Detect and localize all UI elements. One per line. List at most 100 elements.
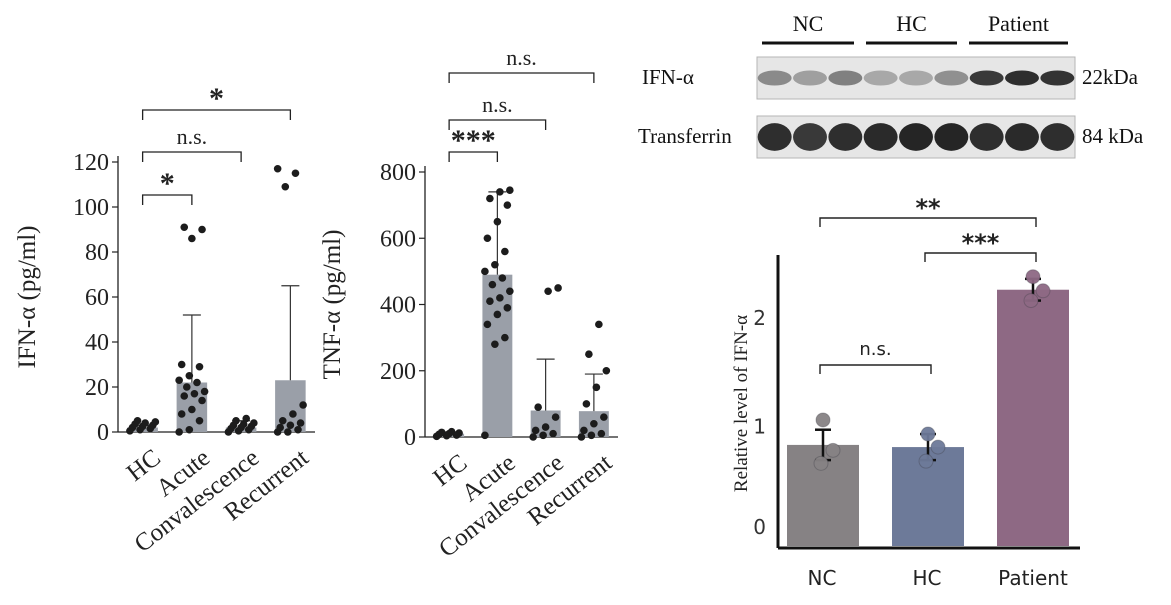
- blot-band: [1040, 70, 1075, 86]
- data-point: [1035, 283, 1051, 299]
- significance-label: *: [209, 82, 224, 115]
- blot-band: [934, 123, 969, 151]
- blot-row-label: Transferrin: [638, 124, 732, 148]
- data-point: [299, 401, 307, 409]
- data-point: [483, 320, 492, 329]
- significance-bracket: [819, 364, 932, 374]
- blot-band: [828, 70, 863, 86]
- significance-bracket: [924, 252, 1037, 262]
- blot-band: [757, 70, 792, 86]
- blot-row-label: IFN-α: [642, 65, 694, 89]
- data-point: [918, 453, 934, 469]
- blot-band: [793, 123, 827, 151]
- data-point: [281, 182, 290, 191]
- x-tick-label: NC: [808, 566, 837, 590]
- y-tick-label: 0: [753, 515, 766, 539]
- y-tick-label: 400: [380, 293, 416, 319]
- data-point: [437, 428, 446, 437]
- data-point: [501, 333, 509, 342]
- data-point: [585, 350, 593, 358]
- significance-label: *: [160, 167, 175, 200]
- data-point: [1023, 293, 1039, 309]
- significance-label: n.s.: [859, 339, 891, 360]
- data-point: [455, 429, 463, 437]
- bar: [997, 289, 1069, 546]
- data-point: [177, 410, 186, 418]
- data-point: [190, 389, 199, 398]
- data-point: [250, 419, 258, 427]
- blot-band: [828, 123, 863, 151]
- data-point: [496, 294, 504, 302]
- y-tick-label: 800: [380, 160, 416, 186]
- blot-size-label: 84 kDa: [1082, 124, 1144, 148]
- data-point: [198, 396, 206, 405]
- data-point: [920, 426, 936, 442]
- blot-size-label: 22kDa: [1082, 65, 1139, 89]
- data-point: [185, 371, 194, 380]
- data-point: [195, 416, 204, 425]
- data-point: [590, 419, 598, 428]
- data-point: [273, 164, 282, 173]
- data-point: [582, 400, 591, 408]
- data-point: [595, 320, 603, 329]
- data-point: [554, 284, 562, 292]
- significance-bracket: [141, 109, 292, 120]
- significance-bracket: [448, 151, 499, 162]
- blot-band: [899, 123, 933, 151]
- significance-bracket: [141, 194, 193, 205]
- data-point: [815, 412, 831, 428]
- data-point: [486, 297, 494, 305]
- data-point: [496, 188, 504, 196]
- data-point: [503, 201, 512, 209]
- data-point: [278, 416, 287, 425]
- y-tick-label: 0: [404, 425, 416, 451]
- data-point: [296, 419, 305, 427]
- data-point: [289, 410, 297, 418]
- y-axis-label: TNF-α (pg/ml): [319, 230, 346, 380]
- data-point: [286, 421, 295, 430]
- y-tick-label: 80: [85, 240, 109, 266]
- data-point: [930, 439, 946, 455]
- y-axis-label: Relative level of IFN-α: [731, 315, 752, 492]
- blot-band: [1005, 70, 1039, 86]
- data-point: [175, 376, 183, 385]
- data-point: [529, 433, 537, 441]
- x-tick-label: Patient: [998, 566, 1068, 590]
- significance-bracket: [819, 217, 1037, 227]
- data-point: [276, 423, 284, 432]
- data-point: [447, 427, 456, 436]
- blot-band: [934, 70, 969, 86]
- blot-band: [793, 70, 827, 86]
- y-tick-label: 120: [73, 150, 109, 176]
- y-tick-label: 2: [753, 306, 766, 330]
- data-point: [506, 287, 514, 296]
- y-tick-label: 40: [85, 330, 109, 356]
- data-point: [544, 287, 552, 296]
- blot-band: [969, 123, 1004, 151]
- data-point: [284, 428, 292, 436]
- blot-band: [1040, 123, 1075, 151]
- data-point: [602, 366, 611, 375]
- data-point: [177, 360, 186, 369]
- y-axis-label: IFN-α (pg/ml): [14, 226, 41, 369]
- y-tick-label: 600: [380, 226, 416, 252]
- significance-bracket: [448, 119, 547, 130]
- data-point: [541, 423, 550, 431]
- data-point: [483, 234, 492, 243]
- data-point: [549, 429, 557, 438]
- data-point: [600, 413, 608, 421]
- blot-band: [1005, 123, 1039, 151]
- data-point: [188, 405, 196, 414]
- data-point: [294, 425, 302, 434]
- blot-band: [899, 70, 933, 86]
- data-point: [493, 217, 502, 226]
- data-point: [534, 403, 542, 411]
- data-point: [580, 426, 588, 435]
- blot-group-label: HC: [896, 11, 927, 36]
- data-point: [577, 433, 586, 441]
- significance-label: n.s.: [177, 124, 208, 149]
